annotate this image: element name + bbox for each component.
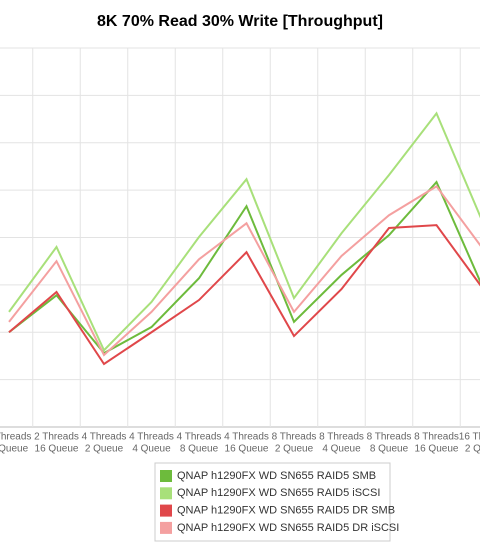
series-line: [8, 185, 480, 357]
legend-swatch: [160, 470, 172, 482]
x-tick-label: 4 Threads: [224, 432, 269, 443]
x-tick-label: 8 Queue: [180, 444, 219, 455]
legend-box: [154, 462, 391, 542]
x-tick-label: 8 Queue: [0, 444, 29, 455]
series-line: [8, 111, 480, 352]
x-tick-label: 4 Threads: [129, 432, 174, 443]
x-tick-label: 2 Queue: [465, 444, 480, 455]
x-tick-label: 2 Threads: [0, 432, 31, 443]
legend-label: QNAP h1290FX WD SN655 RAID5 SMB: [177, 470, 376, 482]
x-tick-label: 8 Threads: [414, 432, 459, 443]
x-tick-label: 4 Threads: [82, 432, 127, 443]
series-line: [8, 180, 480, 355]
x-tick-label: 4 Queue: [132, 444, 171, 455]
legend-label: QNAP h1290FX WD SN655 RAID5 DR iSCSI: [177, 522, 399, 534]
series-line: [8, 224, 480, 366]
legend-label: QNAP h1290FX WD SN655 RAID5 DR SMB: [177, 505, 395, 517]
x-tick-label: 8 Queue: [370, 444, 409, 455]
x-tick-label: 2 Threads: [34, 432, 79, 443]
x-tick-label: 8 Threads: [319, 432, 364, 443]
x-tick-label: 2 Queue: [85, 444, 124, 455]
x-tick-label: 4 Queue: [322, 444, 361, 455]
legend-swatch: [160, 521, 172, 534]
legend-label: QNAP h1290FX WD SN655 RAID5 iSCSI: [177, 487, 380, 499]
x-tick-label: 16 Queue: [35, 444, 79, 455]
x-tick-label: 16 Threads: [459, 432, 480, 443]
legend-swatch: [160, 487, 172, 500]
x-tick-label: 2 Queue: [275, 444, 314, 455]
x-tick-label: 8 Threads: [272, 432, 317, 443]
x-tick-label: 16 Queue: [415, 444, 459, 455]
chart-title: 8K 70% Read 30% Write [Throughput]: [97, 13, 383, 30]
legend-swatch: [160, 504, 172, 517]
x-tick-label: 16 Queue: [225, 444, 269, 455]
x-tick-label: 4 Threads: [177, 432, 222, 443]
x-tick-label: 8 Threads: [367, 432, 412, 443]
